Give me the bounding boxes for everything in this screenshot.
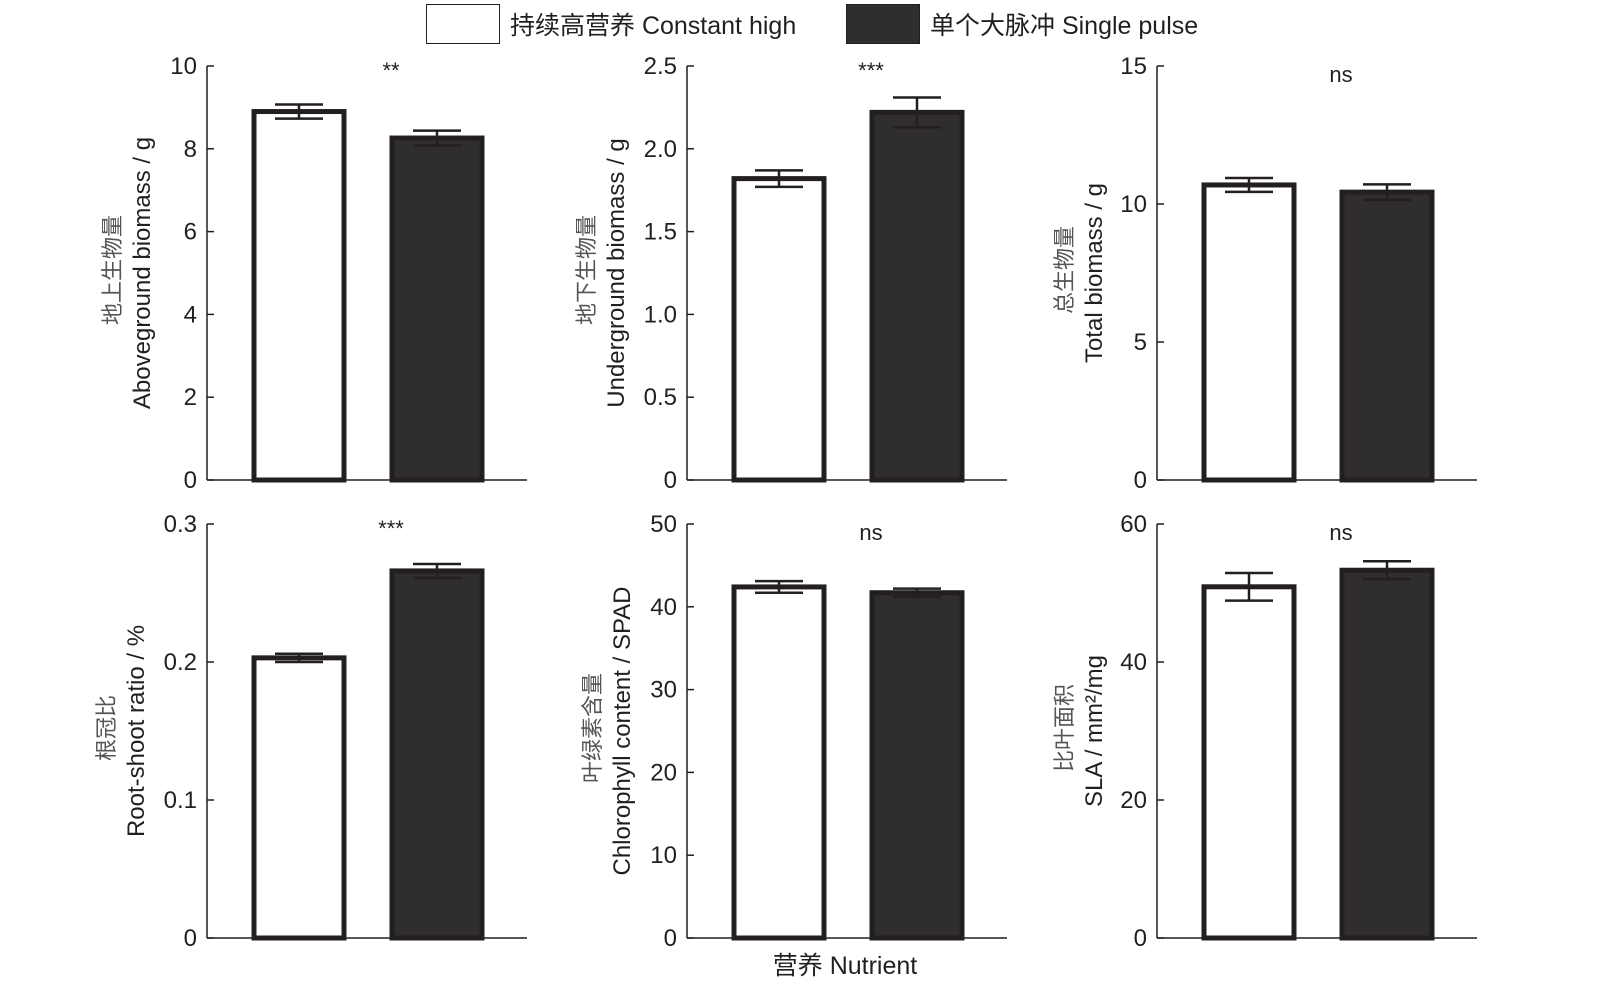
y-tick-label: 0 (184, 467, 197, 494)
y-tick-label: 50 (650, 511, 677, 538)
y-tick-label: 0 (184, 925, 197, 952)
y-tick-label: 10 (1120, 191, 1147, 218)
legend-swatch-constant-high (426, 4, 500, 44)
y-tick-label: 30 (650, 677, 677, 704)
bar-constant-high (1201, 182, 1297, 483)
chart-panel-5: 0 10 20 30 40 50 Chlorophyll content / SPAD叶绿素… (581, 511, 1007, 952)
significance-label: *** (378, 516, 404, 541)
bar-constant-high (731, 176, 827, 483)
y-axis-label-cn: 叶绿素含量 (581, 673, 606, 783)
y-axis-label: Chlorophyll content / SPAD (609, 586, 636, 875)
y-tick-label: 15 (1120, 53, 1147, 80)
significance-label: ** (382, 58, 400, 83)
y-tick-label: 60 (1120, 511, 1147, 538)
bar-constant-high (251, 655, 347, 941)
bar-constant-high (731, 584, 827, 941)
y-axis-label-cn: 比叶面积 (1053, 684, 1078, 772)
y-tick-label: 0 (1134, 467, 1147, 494)
y-tick-label: 20 (1120, 787, 1147, 814)
y-tick-label: 0.1 (164, 787, 197, 814)
y-tick-label: 0 (664, 467, 677, 494)
bar-single-pulse (389, 568, 485, 941)
y-tick-label: 2.0 (644, 136, 677, 163)
bar-single-pulse (869, 590, 965, 941)
y-tick-label: 0.3 (164, 511, 197, 538)
y-tick-label: 20 (650, 759, 677, 786)
x-axis-label: 营养 Nutrient (772, 952, 918, 980)
y-tick-label: 8 (184, 136, 197, 163)
y-tick-label: 0.2 (164, 649, 197, 676)
bar-single-pulse (1339, 567, 1435, 941)
y-tick-label: 40 (650, 594, 677, 621)
significance-label: ns (1329, 520, 1352, 545)
y-axis-label: SLA / mm²/mg (1081, 655, 1108, 807)
bar-single-pulse (1339, 189, 1435, 483)
y-tick-label: 6 (184, 219, 197, 246)
significance-label: ns (859, 520, 882, 545)
y-axis-label-cn: 总生物量 (1053, 226, 1078, 314)
significance-label: *** (858, 58, 884, 83)
bar-constant-high (1201, 584, 1297, 941)
chart-panel-4: 0 0.1 0.2 0.3 Root-shoot ratio / %根冠比 *** (95, 511, 527, 952)
legend-label-constant-high: 持续高营养 Constant high (510, 12, 797, 40)
y-tick-label: 2 (184, 384, 197, 411)
y-tick-label: 10 (650, 842, 677, 869)
legend-item-constant-high: 持续高营养 Constant high (426, 4, 796, 44)
y-axis-label-cn: 地上生物量 (101, 215, 126, 325)
y-tick-label: 0 (1134, 925, 1147, 952)
y-tick-label: 0 (664, 925, 677, 952)
y-tick-label: 10 (170, 53, 197, 80)
y-axis-label: Aboveground biomass / g (129, 137, 156, 409)
y-tick-label: 0.5 (644, 384, 677, 411)
legend-swatch-single-pulse (846, 4, 920, 44)
y-tick-label: 5 (1134, 329, 1147, 356)
y-axis-label: Root-shoot ratio / % (123, 625, 150, 837)
y-axis-label-cn: 地下生物量 (575, 215, 600, 325)
legend-label-single-pulse: 单个大脉冲 Single pulse (930, 12, 1199, 40)
legend-item-single-pulse: 单个大脉冲 Single pulse (846, 4, 1198, 44)
chart-panel-2: 0 0.5 1.0 1.5 2.0 2.5 Underground biomass / g地… (575, 53, 1007, 494)
y-axis-label: Underground biomass / g (603, 138, 630, 407)
y-tick-label: 40 (1120, 649, 1147, 676)
bar-single-pulse (869, 109, 965, 483)
y-tick-label: 2.5 (644, 53, 677, 80)
bar-single-pulse (389, 135, 485, 483)
y-tick-label: 4 (184, 301, 197, 328)
significance-label: ns (1329, 62, 1352, 87)
bar-constant-high (251, 109, 347, 483)
y-tick-label: 1.5 (644, 219, 677, 246)
y-tick-label: 1.0 (644, 301, 677, 328)
legend: 持续高营养 Constant high 单个大脉冲 Single pulse (0, 2, 1600, 46)
y-axis-label-cn: 根冠比 (95, 695, 120, 761)
y-axis-label: Total biomass / g (1081, 183, 1108, 363)
